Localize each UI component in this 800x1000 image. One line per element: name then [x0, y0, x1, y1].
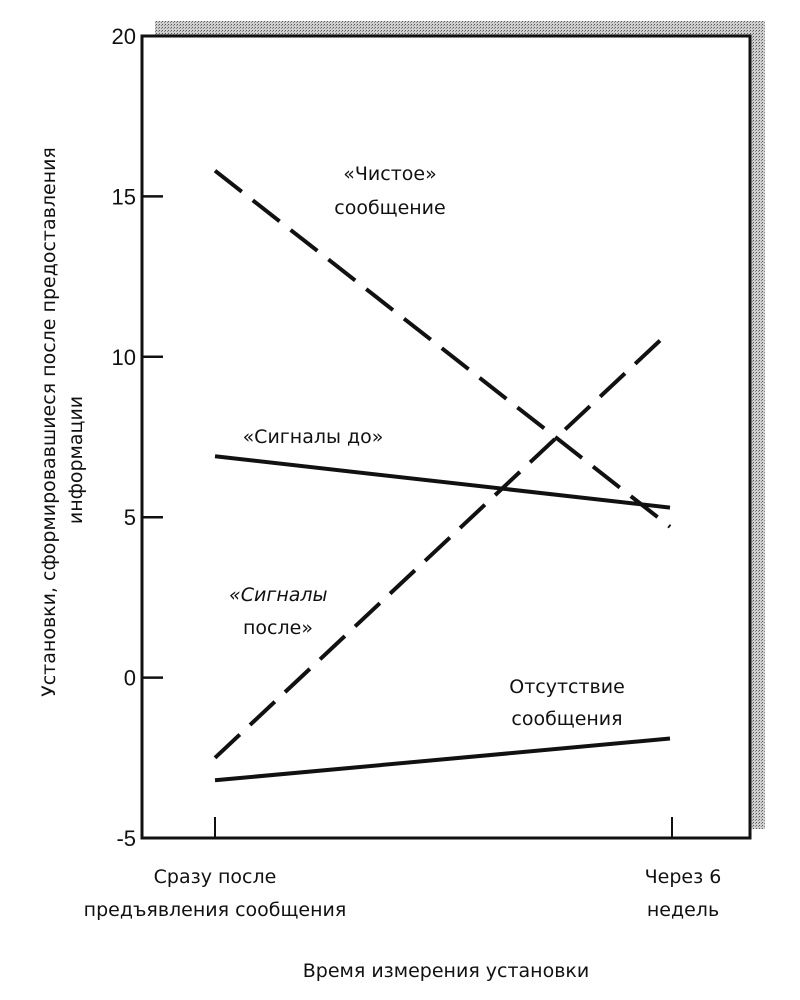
y-tick-label: 15 [112, 184, 136, 209]
x-axis-ticks [214, 817, 673, 838]
x-category-six-weeks-line1: Через 6 [645, 866, 722, 888]
x-category-immediate-line2: предъявления сообщения [84, 899, 347, 921]
series-label-no-message-line2: сообщения [511, 708, 622, 730]
y-tick-label: 20 [112, 24, 136, 49]
x-category-labels: Сразу после предъявления сообщения Через… [84, 866, 722, 921]
y-tick-label: 0 [124, 666, 136, 691]
y-axis-title: Установки, сформировавшиеся после предос… [38, 147, 87, 697]
x-category-immediate-line1: Сразу после [154, 866, 277, 888]
series-label-cues-after-line2: после» [243, 617, 313, 639]
frame-shadow [155, 21, 765, 829]
series-lines [213, 169, 672, 783]
series-label-clean-line1: «Чистое» [343, 163, 436, 185]
series-line-cues-after [213, 329, 672, 760]
x-axis-title: Время измерения установки [303, 960, 590, 982]
series-label-clean-line2: сообщение [334, 197, 445, 219]
y-tick-label: 5 [124, 505, 136, 530]
y-axis-ticks: 20 15 10 5 0 -5 [112, 24, 163, 851]
series-line-no-message [214, 736, 671, 783]
x-category-six-weeks-line2: недель [647, 899, 719, 921]
series-line-clean-message [213, 169, 672, 529]
series-label-cues-after-line1: «Сигналы [229, 584, 328, 606]
series-label-cues-before: «Сигналы до» [243, 426, 384, 448]
y-tick-label: 10 [112, 345, 136, 370]
y-axis-title-line1: Установки, сформировавшиеся после предос… [38, 147, 60, 697]
series-line-cues-before [214, 454, 671, 510]
y-axis-title-line2: информации [65, 396, 87, 524]
plot-frame [140, 34, 752, 840]
series-labels: «Чистое» сообщение «Сигналы до» «Сигналы… [229, 163, 625, 730]
y-tick-label: -5 [116, 826, 136, 851]
series-label-no-message-line1: Отсутствие [509, 676, 625, 698]
